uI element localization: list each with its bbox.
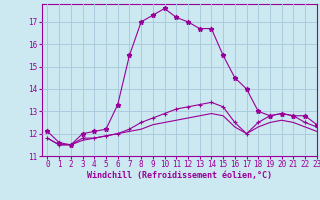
X-axis label: Windchill (Refroidissement éolien,°C): Windchill (Refroidissement éolien,°C) — [87, 171, 272, 180]
